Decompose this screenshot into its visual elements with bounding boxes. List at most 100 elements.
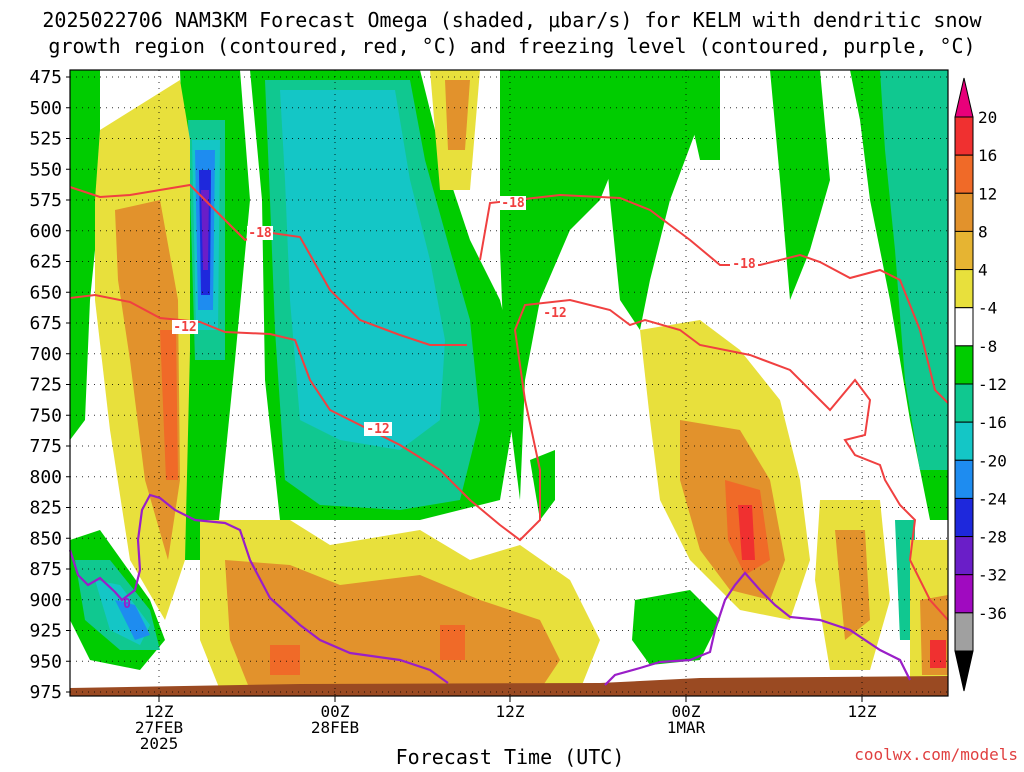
chart-title-line1: 2025022706 NAM3KM Forecast Omega (shaded… [42, 8, 982, 32]
omega-band-green-f [680, 70, 720, 160]
plot-area: -18 -12 -18 -12 -12 -18 0 [68, 69, 949, 697]
pressure-tick-label: 900 [29, 590, 62, 611]
omega-rise-red-a [160, 330, 178, 480]
colorbar-swatch [954, 497, 974, 538]
time-tick-label: 12Z [145, 702, 174, 721]
colorbar-swatch [954, 116, 974, 156]
omega-core-purple-b [201, 190, 209, 270]
dgz-label-bg-6 [730, 257, 758, 271]
time-tick-label: 27FEB [135, 718, 183, 737]
omega-band-green-d [500, 70, 620, 500]
pressure-tick-label: 800 [29, 467, 62, 488]
dgz-contour-label: -12 [543, 306, 566, 321]
dgz-label-bg-5 [364, 422, 392, 436]
pressure-tick-label: 700 [29, 344, 62, 365]
omega-band-green-a [70, 70, 100, 440]
omega-band-green-k [530, 450, 555, 520]
omega-rise-orange-b [445, 80, 470, 150]
pressure-tick-label: 775 [29, 436, 62, 457]
dgz-contour-label: -12 [366, 422, 389, 437]
time-tick-label: 12Z [496, 702, 525, 721]
colorbar-swatch [954, 421, 974, 461]
dgz-contour-label: -18 [501, 196, 525, 211]
chart-title-line2: growth region (contoured, red, °C) and f… [48, 34, 975, 58]
omega-rise-orange-e [835, 530, 870, 640]
dgz-label-bg-3 [500, 196, 526, 210]
pressure-tick-label: 625 [29, 252, 62, 273]
time-tick-label: 12Z [848, 702, 877, 721]
colorbar-label: -28 [978, 528, 1007, 547]
omega-band-green-g [770, 70, 830, 300]
colorbar-label: 8 [978, 222, 988, 241]
dgz-label-bg-1 [247, 226, 273, 240]
pressure-tick-label: 525 [29, 129, 62, 150]
pressure-tick-label: 600 [29, 221, 62, 242]
freezing-contour-label: 0 [123, 597, 131, 612]
freezing-contour-labels: 0 [123, 597, 131, 612]
pressure-tick-label: 725 [29, 375, 62, 396]
pressure-tick-label: 875 [29, 559, 62, 580]
time-tick-label: 2025 [140, 734, 179, 753]
pressure-tick-label: 575 [29, 190, 62, 211]
colorbar-swatch [954, 307, 974, 347]
dgz-contour-labels: -18 -12 -18 -12 -12 -18 [172, 196, 758, 437]
omega-rise-orange-a [115, 200, 180, 560]
plot-frame [69, 69, 949, 697]
pressure-tick-label: 500 [29, 98, 62, 119]
omega-rise-red-d [738, 505, 755, 560]
omega-band-green-j [632, 590, 720, 665]
pressure-tick-label: 675 [29, 313, 62, 334]
time-tick-label: 00Z [672, 702, 701, 721]
pressure-tick-label: 850 [29, 528, 62, 549]
pressure-tick-label: 825 [29, 498, 62, 519]
dgz-contour-minus12-a [69, 293, 949, 621]
pressure-gridlines [70, 76, 948, 693]
colorbar-label: -4 [978, 299, 997, 318]
omega-core-cyan-a [280, 90, 445, 450]
time-tick-label: 1MAR [667, 718, 706, 737]
ground-surface [70, 676, 948, 696]
pressure-tick-label: 975 [29, 682, 62, 703]
colorbar-label: 12 [978, 184, 997, 203]
colorbar-label: -12 [978, 375, 1007, 394]
colorbar-label: -24 [978, 489, 1007, 508]
colorbar-swatch [954, 154, 974, 194]
credit-text: coolwx.com/models [854, 745, 1018, 764]
colorbar-swatch [954, 383, 974, 423]
colorbar-label: 4 [978, 261, 988, 280]
omega-band-green-e [600, 70, 700, 330]
x-axis-label: Forecast Time (UTC) [396, 745, 625, 768]
freezing-contour-b [604, 571, 911, 686]
colorbar-swatch [954, 192, 974, 232]
colorbar-swatch [954, 269, 974, 309]
pressure-tick-label: 950 [29, 651, 62, 672]
colorbar-bottom-arrow [954, 650, 974, 692]
colorbar-swatch [954, 459, 974, 499]
time-tick-label: 28FEB [311, 718, 359, 737]
time-tick-label: 00Z [321, 702, 350, 721]
omega-shading [70, 70, 948, 690]
omega-rise-dorange-c [270, 625, 465, 675]
omega-rise-red-f [930, 640, 946, 668]
colorbar-label: -36 [978, 604, 1007, 623]
pressure-tick-label: 925 [29, 621, 62, 642]
colorbar-label: -16 [978, 413, 1007, 432]
colorbar: 20 16 12 8 4 -4 -8 -12 -16 -20 -24 -28 -32 -36 [954, 77, 1007, 692]
colorbar-label: -20 [978, 451, 1007, 470]
dgz-contour-minus18-b [479, 193, 949, 404]
omega-core-blue-d [115, 600, 150, 640]
colorbar-swatch [954, 345, 974, 385]
pressure-tick-label: 750 [29, 405, 62, 426]
dgz-contour-label: -18 [248, 226, 272, 241]
dgz-contour-label: -12 [173, 320, 196, 335]
dgz-label-bg-4 [541, 306, 569, 320]
pressure-axis: 475 500 525 550 575 600 625 650 675 700 725 750 775 8… [29, 67, 70, 703]
dgz-contour-label: -18 [732, 257, 756, 272]
colorbar-label: 20 [978, 108, 997, 127]
colorbar-top-arrow [954, 77, 974, 118]
freezing-level-contours [68, 493, 911, 686]
dgz-label-bg-2 [172, 320, 198, 334]
colorbar-swatch [954, 230, 974, 271]
